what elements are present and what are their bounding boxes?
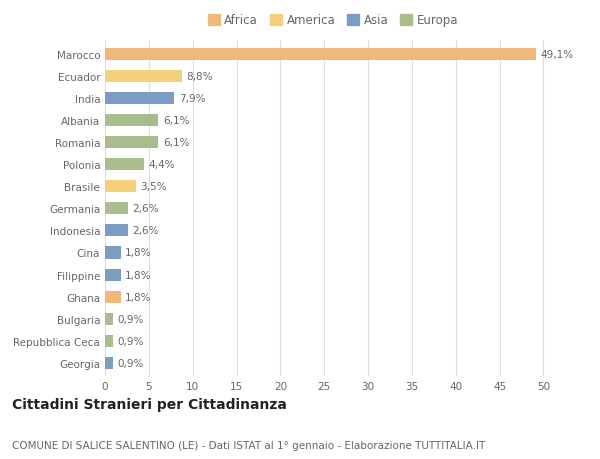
Bar	[105, 115, 158, 127]
Text: Cittadini Stranieri per Cittadinanza: Cittadini Stranieri per Cittadinanza	[12, 397, 287, 411]
Bar	[105, 181, 136, 193]
Legend: Africa, America, Asia, Europa: Africa, America, Asia, Europa	[203, 10, 463, 32]
Bar	[105, 159, 143, 171]
Text: 1,8%: 1,8%	[125, 270, 152, 280]
Bar	[105, 335, 113, 347]
Bar	[105, 225, 128, 237]
Text: 1,8%: 1,8%	[125, 292, 152, 302]
Text: 2,6%: 2,6%	[132, 226, 158, 236]
Text: 4,4%: 4,4%	[148, 160, 175, 170]
Text: 7,9%: 7,9%	[179, 94, 205, 104]
Text: COMUNE DI SALICE SALENTINO (LE) - Dati ISTAT al 1° gennaio - Elaborazione TUTTIT: COMUNE DI SALICE SALENTINO (LE) - Dati I…	[12, 440, 485, 450]
Text: 0,9%: 0,9%	[117, 336, 143, 346]
Bar	[105, 357, 113, 369]
Bar	[105, 291, 121, 303]
Bar	[105, 203, 128, 215]
Text: 6,1%: 6,1%	[163, 116, 190, 126]
Text: 0,9%: 0,9%	[117, 314, 143, 324]
Text: 2,6%: 2,6%	[132, 204, 158, 214]
Text: 6,1%: 6,1%	[163, 138, 190, 148]
Bar	[105, 137, 158, 149]
Bar	[105, 49, 536, 61]
Bar	[105, 313, 113, 325]
Text: 49,1%: 49,1%	[540, 50, 573, 60]
Text: 3,5%: 3,5%	[140, 182, 167, 192]
Bar	[105, 269, 121, 281]
Text: 0,9%: 0,9%	[117, 358, 143, 368]
Text: 1,8%: 1,8%	[125, 248, 152, 258]
Bar	[105, 247, 121, 259]
Bar	[105, 93, 174, 105]
Bar	[105, 71, 182, 83]
Text: 8,8%: 8,8%	[187, 72, 213, 82]
